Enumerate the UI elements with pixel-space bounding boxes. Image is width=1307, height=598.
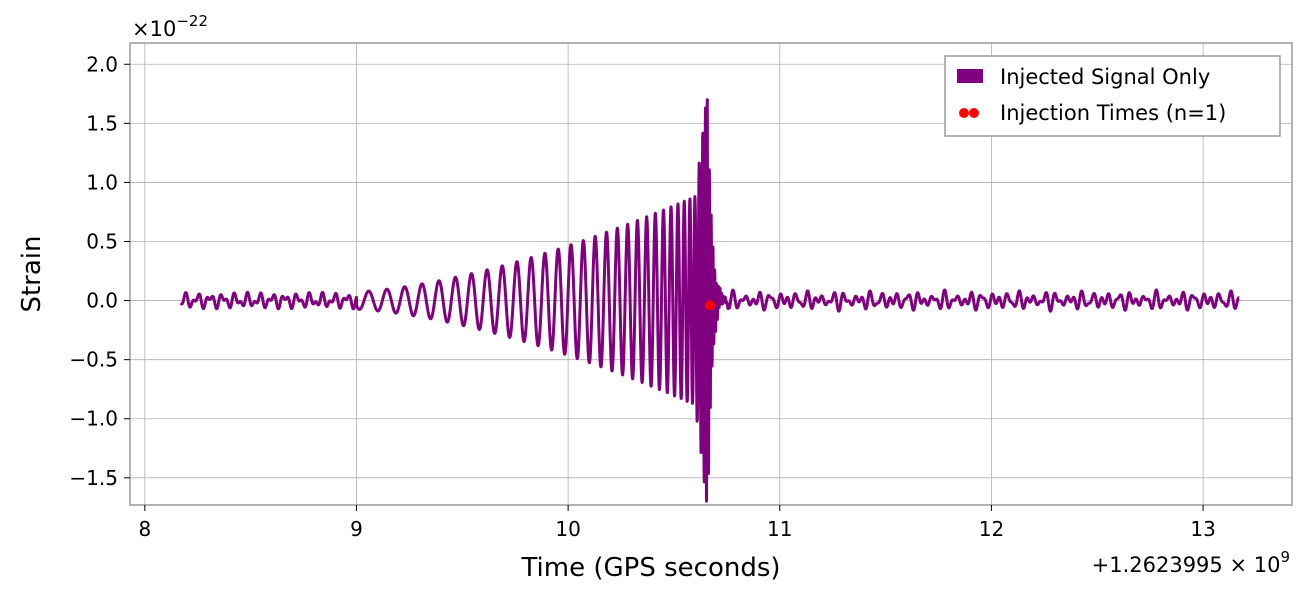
y-tick-label: −0.5 [69,348,118,372]
injection-time-point [704,300,715,311]
plot-frame [129,42,1293,506]
y-scale-exponent: −22 [176,12,208,30]
legend-marker-injection-times-2 [969,108,979,118]
series-injected-signal-line [179,98,1241,503]
y-scale-factor: ×10−22 [132,12,208,41]
x-offset-exponent: 9 [1280,548,1290,566]
ticks: 8 9 10 11 12 13 2.0 1.5 1.0 0.5 0.0 −0.5 −1.0 −1.5 [69,52,1215,541]
x-offset-base: +1.2623995 × 10 [1092,553,1281,577]
legend-box [944,55,1281,137]
y-tick-label: 1.5 [86,111,118,135]
x-tick-label: 9 [350,517,363,541]
y-tick-label: 0.5 [86,230,118,254]
x-tick-label: 12 [979,517,1004,541]
legend-marker-injection-times [959,108,969,118]
legend-swatch-injected-signal [957,69,983,83]
y-tick-label: 2.0 [86,52,118,76]
x-tick-label: 8 [138,517,151,541]
y-axis-label: Strain [17,235,47,312]
legend: Injected Signal Only Injection Times (n=… [944,55,1281,137]
plot-area [179,98,1241,503]
y-tick-label: 0.0 [86,289,118,313]
legend-label-injected-signal: Injected Signal Only [1000,65,1210,89]
x-tick-label: 10 [555,517,580,541]
x-tick-label: 13 [1190,517,1215,541]
y-tick-label: 1.0 [86,170,118,194]
y-tick-label: −1.0 [69,407,118,431]
legend-label-injection-times: Injection Times (n=1) [1000,101,1226,125]
x-axis-label: Time (GPS seconds) [520,553,780,583]
y-scale-base: ×10 [132,17,176,41]
x-offset-label: +1.2623995 × 109 [1092,548,1290,577]
y-tick-label: −1.5 [69,466,118,490]
x-tick-label: 11 [767,517,792,541]
